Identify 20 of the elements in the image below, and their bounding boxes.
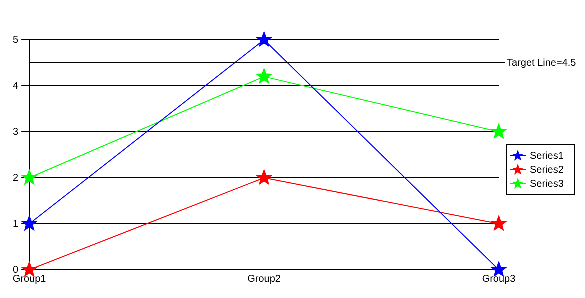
y-tick-label: 1: [13, 218, 19, 230]
ref-line-label: Target Line=4.5: [507, 58, 577, 69]
point: [490, 123, 508, 140]
point: [21, 169, 38, 186]
point: [21, 215, 38, 232]
y-tick-label: 2: [13, 172, 19, 184]
y-tick-label: 5: [13, 34, 19, 46]
y-tick-label: 4: [13, 80, 19, 92]
point: [256, 169, 273, 186]
legend-label: Series3: [530, 178, 564, 190]
point: [490, 215, 508, 232]
y-tick-label: 0: [13, 264, 19, 276]
legend-label: Series1: [530, 150, 564, 162]
x-tick-label: Group3: [482, 274, 516, 285]
x-tick-label: Group2: [248, 274, 282, 285]
x-tick-label: Group1: [12, 274, 47, 285]
y-tick-label: 3: [13, 126, 19, 138]
legend-label: Series2: [530, 164, 564, 176]
point: [256, 68, 273, 84]
point: [256, 31, 273, 48]
